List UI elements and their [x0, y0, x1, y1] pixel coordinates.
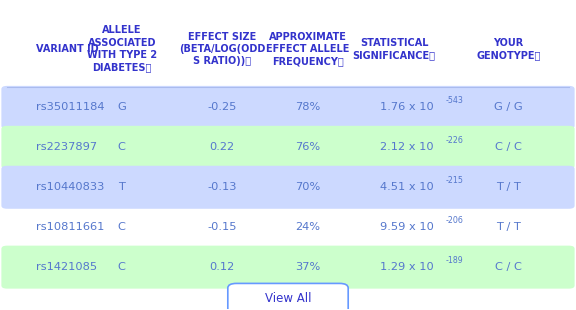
FancyBboxPatch shape	[1, 246, 575, 289]
Text: -543: -543	[446, 96, 464, 105]
Text: -189: -189	[446, 256, 463, 265]
Text: VARIANT ID: VARIANT ID	[36, 44, 98, 54]
Text: -215: -215	[446, 176, 464, 185]
Text: -0.15: -0.15	[207, 222, 237, 232]
Text: -0.25: -0.25	[207, 102, 237, 113]
Text: 0.12: 0.12	[210, 262, 234, 272]
Text: T: T	[118, 182, 125, 192]
Text: G / G: G / G	[494, 102, 523, 113]
Text: STATISTICAL
SIGNIFICANCEⓘ: STATISTICAL SIGNIFICANCEⓘ	[353, 38, 435, 60]
Text: APPROXIMATE
EFFECT ALLELE
FREQUENCYⓘ: APPROXIMATE EFFECT ALLELE FREQUENCYⓘ	[266, 32, 350, 66]
FancyBboxPatch shape	[1, 86, 575, 129]
Text: 9.59 x 10: 9.59 x 10	[380, 222, 434, 232]
Text: rs1421085: rs1421085	[36, 262, 97, 272]
Text: ALLELE
ASSOCIATED
WITH TYPE 2
DIABETESⓘ: ALLELE ASSOCIATED WITH TYPE 2 DIABETESⓘ	[87, 25, 157, 73]
Text: G: G	[118, 102, 126, 113]
Text: 4.51 x 10: 4.51 x 10	[380, 182, 434, 192]
Text: 24%: 24%	[295, 222, 321, 232]
Text: EFFECT SIZE
(BETA/LOG(ODD
S RATIO))ⓘ: EFFECT SIZE (BETA/LOG(ODD S RATIO))ⓘ	[179, 32, 266, 66]
Text: T / T: T / T	[497, 182, 521, 192]
Text: 0.22: 0.22	[210, 142, 234, 152]
Text: T / T: T / T	[497, 222, 521, 232]
Text: 2.12 x 10: 2.12 x 10	[380, 142, 433, 152]
Text: View All: View All	[265, 292, 311, 305]
Text: C: C	[118, 262, 126, 272]
Text: -226: -226	[446, 136, 464, 145]
FancyBboxPatch shape	[1, 166, 575, 209]
FancyBboxPatch shape	[228, 283, 348, 310]
Text: C: C	[118, 222, 126, 232]
Text: -0.13: -0.13	[207, 182, 237, 192]
Text: 76%: 76%	[295, 142, 321, 152]
Text: rs35011184: rs35011184	[36, 102, 104, 113]
Text: C / C: C / C	[495, 262, 522, 272]
Text: -206: -206	[446, 216, 464, 225]
Text: 78%: 78%	[295, 102, 321, 113]
Text: C / C: C / C	[495, 142, 522, 152]
Text: 70%: 70%	[295, 182, 321, 192]
Text: rs10811661: rs10811661	[36, 222, 104, 232]
FancyBboxPatch shape	[1, 126, 575, 169]
Text: 1.76 x 10: 1.76 x 10	[380, 102, 434, 113]
Text: 37%: 37%	[295, 262, 321, 272]
Text: 1.29 x 10: 1.29 x 10	[380, 262, 434, 272]
Text: rs2237897: rs2237897	[36, 142, 97, 152]
Text: YOUR
GENOTYPEⓘ: YOUR GENOTYPEⓘ	[476, 38, 541, 60]
Text: rs10440833: rs10440833	[36, 182, 104, 192]
Text: C: C	[118, 142, 126, 152]
